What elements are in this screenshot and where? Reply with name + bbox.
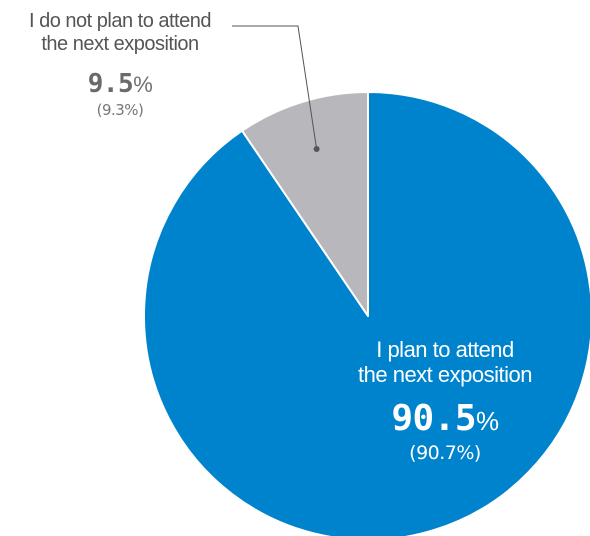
slice-value-attend-unit: % [476, 405, 499, 436]
slice-value-attend-number: 90.5 [391, 397, 477, 439]
slice-previous-attend: (90.7%) [409, 441, 481, 464]
leader-line-not-attend [232, 25, 318, 150]
leader-dot-not-attend [313, 146, 320, 152]
slice-value-not-attend-number: 9.5 [87, 69, 134, 99]
slice-previous-not-attend: (9.3%) [96, 100, 144, 119]
slice-label-attend-line-2: the next exposition [358, 362, 532, 388]
pie-slice-attend [143, 91, 590, 536]
slice-value-not-attend-unit: % [133, 72, 153, 97]
slice-label-not-attend-line-2: the next exposition [41, 33, 199, 55]
slice-label-not-attend-line-1: I do not plan to attend [29, 10, 212, 32]
slice-value-attend: 90.5% [320, 398, 570, 439]
slice-label-attend: I plan to attend the next exposition 90.… [320, 337, 570, 465]
pie-slice-not-attend [241, 91, 369, 317]
slice-label-not-attend: I do not plan to attend the next exposit… [0, 10, 240, 119]
slice-label-attend-line-1: I plan to attend [376, 337, 514, 362]
slice-value-not-attend: 9.5% [0, 69, 240, 100]
